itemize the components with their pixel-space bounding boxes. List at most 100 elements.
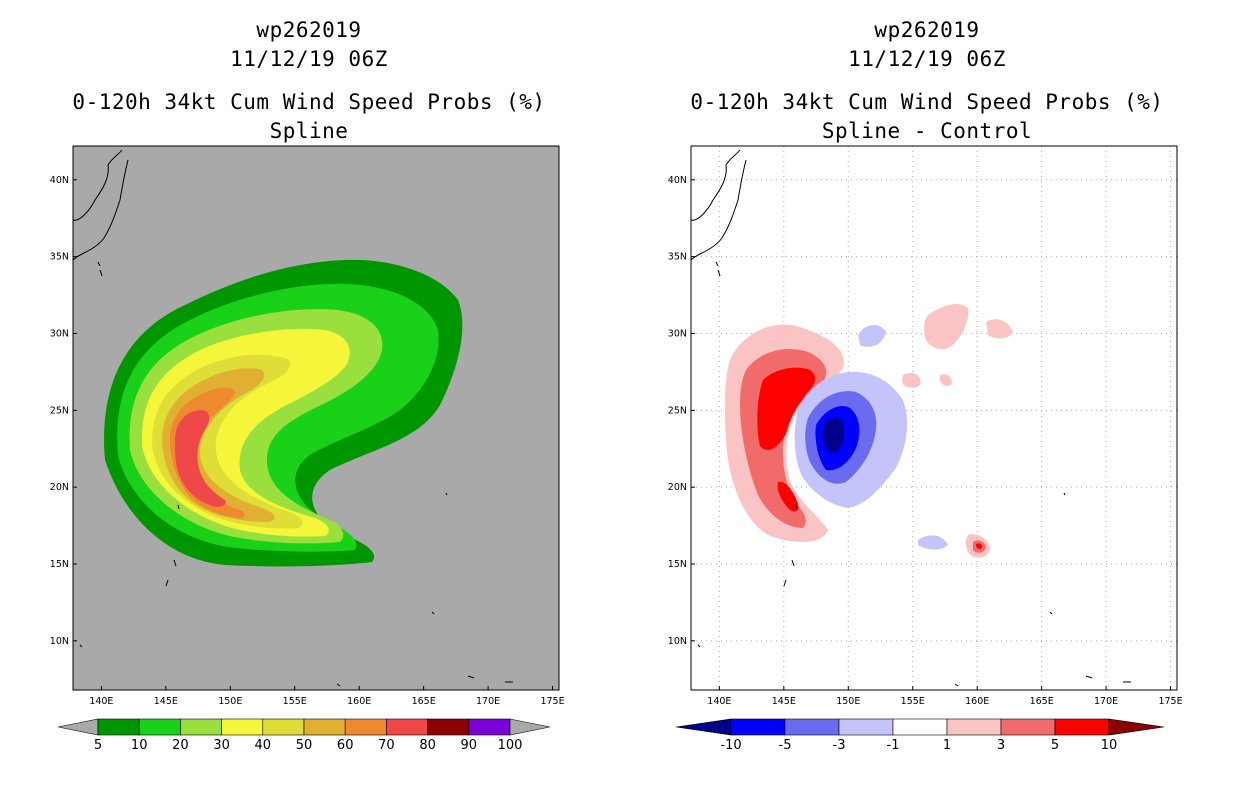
x-tick-label: 170E (476, 696, 500, 707)
x-tick-label: 170E (1094, 696, 1118, 707)
x-tick-label: 165E (1030, 696, 1054, 707)
x-tick-label: 140E (707, 696, 731, 707)
colorbar-extend-low (57, 718, 99, 736)
y-tick-label: 10N (668, 636, 687, 647)
colorbar-label: 80 (419, 738, 436, 753)
diff-neg-south (918, 535, 948, 550)
coastline-japan (73, 149, 129, 261)
y-tick-label: 35N (668, 252, 687, 263)
diff-pos-east-4 (939, 374, 952, 386)
colorbar-swatch (180, 718, 222, 736)
coastline-islands (697, 261, 1131, 687)
diff-pos-5 (757, 367, 816, 451)
colorbar-label: 10 (131, 738, 148, 753)
colorbar-extend-low (675, 718, 732, 736)
y-tick-label: 20N (50, 482, 69, 493)
x-tick-label: 155E (283, 696, 307, 707)
x-tick-label: 140E (89, 696, 113, 707)
y-tick-label: 25N (668, 405, 687, 416)
colorbar-label: 40 (255, 738, 272, 753)
left-coastlines (73, 149, 513, 687)
x-tick-label: 175E (1158, 696, 1182, 707)
left-subtitle-block: 0-120h 34kt Cum Wind Speed Probs (%) Spl… (0, 88, 618, 146)
left-probability-map: 140E 145E 150E 155E 160E 165E 170E 175E 40N 35N 30… (50, 145, 565, 753)
left-colorbar: 5 10 20 30 40 50 60 70 80 90 100 (57, 718, 551, 753)
right-difference-contours (724, 304, 1013, 558)
colorbar-label: 20 (172, 738, 189, 753)
colorbar-swatch (221, 718, 264, 736)
coastline-islands (79, 261, 513, 687)
x-tick-label: 145E (154, 696, 178, 707)
colorbar-swatch (1054, 718, 1110, 736)
left-panel-name: Spline (269, 119, 349, 143)
x-tick-label: 175E (540, 696, 564, 707)
colorbar-swatch (1000, 718, 1056, 736)
diff-neg-10 (822, 418, 845, 453)
colorbar-label: 60 (337, 738, 354, 753)
left-map-frame (72, 145, 560, 691)
left-title-block: wp262019 11/12/19 06Z (0, 16, 618, 74)
colorbar-extend-high (509, 718, 551, 736)
colorbar-label: 50 (296, 738, 313, 753)
diff-pos-east-3 (902, 373, 921, 388)
diff-pos-east-2 (986, 319, 1013, 339)
colorbar-swatch (838, 718, 894, 736)
right-datetime: 11/12/19 06Z (848, 47, 1006, 71)
colorbar-swatch (344, 718, 387, 736)
colorbar-swatch (427, 718, 470, 736)
right-difference-map: 140E 145E 150E 155E 160E 165E 170E 175E 40N 35N 30… (668, 145, 1183, 753)
diff-neg-north (858, 324, 886, 347)
diff-pos-small-5 (976, 543, 983, 549)
y-tick-label: 15N (50, 559, 69, 570)
diff-pos-east-1 (923, 304, 969, 350)
colorbar-label: 5 (1051, 738, 1059, 753)
colorbar-extend-high (1108, 718, 1165, 736)
coastline-japan (691, 149, 747, 261)
right-colorbar: -10 -5 -3 -1 1 3 5 10 (675, 718, 1165, 753)
right-gridlines (691, 146, 1177, 690)
right-storm-id: wp262019 (874, 18, 980, 42)
colorbar-label: 5 (94, 738, 102, 753)
colorbar-swatch (97, 718, 140, 736)
right-title-block: wp262019 11/12/19 06Z (618, 16, 1236, 74)
y-tick-label: 35N (50, 252, 69, 263)
colorbar-swatch (730, 718, 786, 736)
y-tick-label: 25N (50, 405, 69, 416)
y-tick-label: 20N (668, 482, 687, 493)
contour-70pct (175, 410, 226, 507)
x-tick-label: 160E (965, 696, 989, 707)
x-tick-label: 165E (412, 696, 436, 707)
colorbar-swatch (138, 718, 181, 736)
colorbar-label: -5 (779, 738, 792, 753)
colorbar-label: 70 (378, 738, 395, 753)
y-tick-label: 15N (668, 559, 687, 570)
y-tick-label: 40N (50, 175, 69, 186)
y-tick-label: 40N (668, 175, 687, 186)
x-tick-label: 150E (218, 696, 242, 707)
left-product-title: 0-120h 34kt Cum Wind Speed Probs (%) (72, 90, 546, 114)
colorbar-label: 100 (498, 738, 523, 753)
right-product-title: 0-120h 34kt Cum Wind Speed Probs (%) (690, 90, 1164, 114)
x-tick-label: 160E (347, 696, 371, 707)
right-coastlines (691, 149, 1131, 687)
colorbar-label: 10 (1101, 738, 1118, 753)
diff-pos-5b (777, 481, 799, 512)
right-axis-ticks: 140E 145E 150E 155E 160E 165E 170E 175E 40N 35N 30… (668, 175, 1183, 707)
y-tick-label: 30N (668, 328, 687, 339)
left-storm-id: wp262019 (256, 18, 362, 42)
colorbar-swatch (303, 718, 346, 736)
x-tick-label: 150E (836, 696, 860, 707)
left-probability-contours (104, 259, 463, 567)
y-tick-label: 30N (50, 328, 69, 339)
left-axis-ticks: 140E 145E 150E 155E 160E 165E 170E 175E 40N 35N 30… (50, 175, 565, 707)
colorbar-swatch (262, 718, 305, 736)
x-tick-label: 145E (772, 696, 796, 707)
right-map-frame (690, 145, 1178, 691)
right-panel-name: Spline - Control (821, 119, 1033, 143)
colorbar-swatch (946, 718, 1002, 736)
colorbar-swatch (784, 718, 840, 736)
colorbar-swatch (386, 718, 428, 736)
colorbar-label: -10 (720, 738, 741, 753)
left-datetime: 11/12/19 06Z (230, 47, 388, 71)
colorbar-swatch (468, 718, 511, 736)
